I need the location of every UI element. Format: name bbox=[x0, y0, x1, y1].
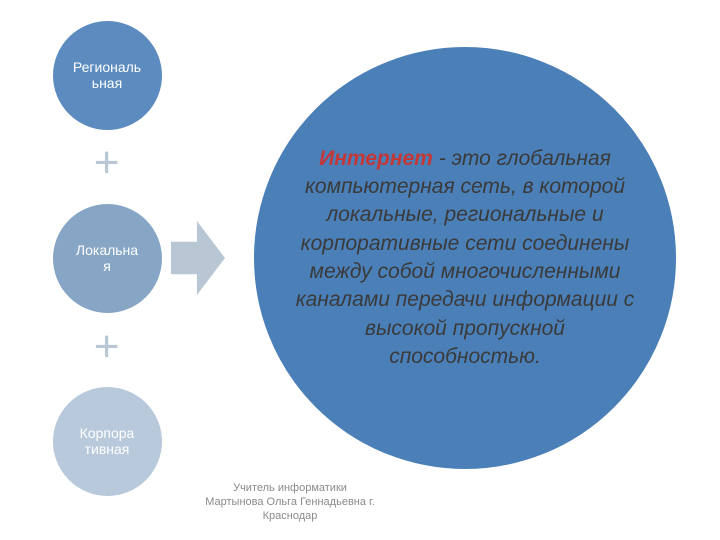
plus-connector-icon: + bbox=[94, 141, 120, 185]
definition-highlight: Интернет bbox=[319, 147, 433, 170]
footer-text: Учитель информатикиМартынова Ольга Генна… bbox=[205, 482, 375, 522]
definition-text: Интернет - это глобальная компьютерная с… bbox=[254, 145, 676, 372]
plus-connector-icon: + bbox=[94, 325, 120, 369]
small-circle-label: Корпоративная bbox=[80, 425, 135, 457]
small-circle-local: Локальная bbox=[50, 201, 165, 316]
small-circle-label: Региональьная bbox=[73, 59, 141, 91]
arrow-right-icon bbox=[171, 221, 225, 295]
small-circle-corporate: Корпоративная bbox=[50, 384, 165, 499]
big-circle-definition: Интернет - это глобальная компьютерная с… bbox=[250, 43, 680, 473]
small-circle-regional: Региональьная bbox=[50, 18, 165, 133]
footer-credit: Учитель информатикиМартынова Ольга Генна… bbox=[170, 482, 410, 523]
definition-body: - это глобальная компьютерная сеть, в ко… bbox=[296, 147, 635, 368]
small-circle-label: Локальная bbox=[76, 242, 138, 274]
